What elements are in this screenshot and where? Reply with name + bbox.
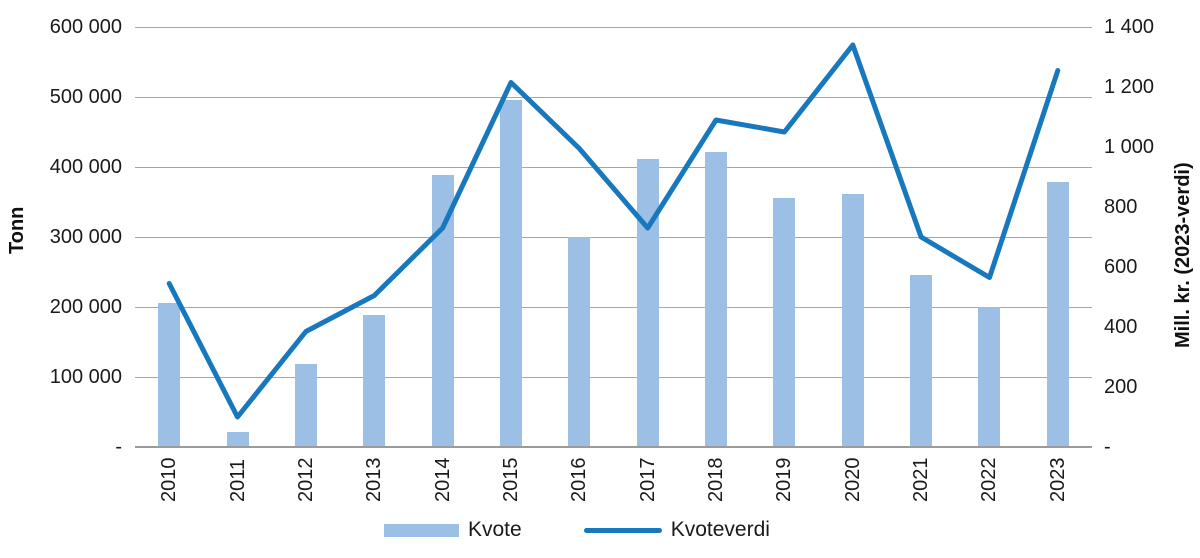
left-axis-tick-label: 300 000 [49, 226, 122, 248]
left-axis-tick-label: 200 000 [49, 296, 122, 318]
bar-2016 [568, 237, 591, 447]
right-axis-tick-label: 200 [1104, 376, 1138, 398]
legend: Kvote Kvoteverdi [384, 517, 770, 543]
right-axis-tick-label: 400 [1104, 316, 1138, 338]
x-axis-year-label: 2014 [431, 457, 454, 503]
bar-2023 [1046, 182, 1069, 447]
gridline [135, 377, 1092, 378]
x-axis-year-label: 2011 [226, 458, 249, 502]
bar-2021 [910, 274, 933, 447]
x-axis-year-label: 2022 [978, 457, 1001, 503]
gridline [135, 97, 1092, 98]
right-axis-tick-label: 800 [1104, 196, 1138, 218]
x-axis-year-label: 2021 [910, 457, 933, 503]
x-axis-line [135, 446, 1092, 448]
bar-2017 [636, 158, 659, 447]
kvoteverdi-line [166, 42, 1061, 420]
x-axis-year-label: 2020 [841, 457, 864, 503]
gridline [135, 167, 1092, 168]
right-axis-tick-label: 1 000 [1104, 136, 1155, 158]
right-axis-tick-label: - [1104, 436, 1111, 458]
right-axis-tick-label: 1 200 [1104, 76, 1155, 98]
right-axis-tick-label: 600 [1104, 256, 1138, 278]
x-axis-year-label: 2013 [363, 457, 386, 503]
right-axis-tick-label: 1 400 [1104, 16, 1155, 38]
left-axis-tick-label: 400 000 [49, 156, 122, 178]
bar-2014 [431, 175, 454, 447]
bar-2022 [978, 307, 1001, 447]
legend-label-kvote: Kvote [468, 518, 522, 541]
x-axis-year-label: 2017 [636, 457, 659, 503]
bar-2019 [773, 197, 796, 447]
x-axis-year-label: 2016 [568, 457, 591, 503]
plot-area [135, 27, 1092, 448]
right-axis-title: Mill. kr. (2023-verdi) [1172, 162, 1194, 348]
kvote-swatch-icon [384, 523, 459, 537]
x-axis-year-label: 2023 [1046, 457, 1069, 503]
bar-2012 [294, 364, 317, 447]
bar-2020 [841, 194, 864, 447]
legend-item-kvote: Kvote [384, 517, 522, 543]
bar-2015 [499, 99, 522, 447]
left-axis-tick-label: 100 000 [49, 366, 122, 388]
gridline [135, 307, 1092, 308]
left-axis-tick-label: - [115, 436, 122, 458]
legend-item-kvoteverdi: Kvoteverdi [583, 517, 770, 543]
left-axis-tick-label: 600 000 [49, 16, 122, 38]
bar-2018 [705, 152, 728, 447]
bar-2013 [363, 315, 386, 447]
x-axis-year-label: 2019 [773, 457, 796, 503]
bar-2011 [226, 432, 249, 447]
bar-2010 [158, 302, 181, 447]
left-axis-tick-label: 500 000 [49, 86, 122, 108]
gridline [135, 237, 1092, 238]
x-axis-year-label: 2010 [158, 457, 181, 503]
x-axis-year-label: 2012 [294, 457, 317, 503]
kvoteverdi-swatch-icon [583, 527, 662, 533]
legend-label-kvoteverdi: Kvoteverdi [670, 518, 770, 541]
line-series-layer [166, 42, 1061, 420]
x-axis-year-label: 2015 [499, 457, 522, 503]
x-axis-year-label: 2018 [705, 457, 728, 503]
gridline [135, 27, 1092, 28]
